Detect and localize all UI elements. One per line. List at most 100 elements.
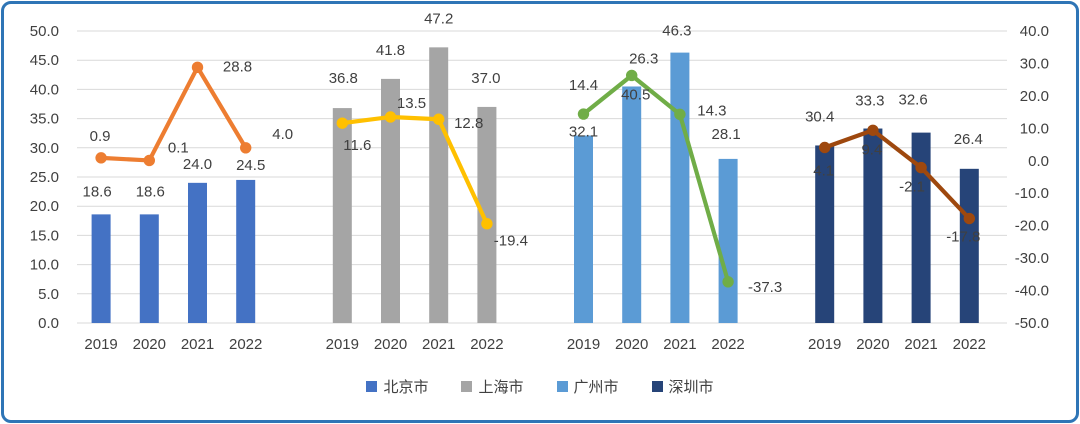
bar-广州市-2021 [670, 52, 690, 323]
legend-item-广州市: 广州市 [556, 376, 619, 397]
category-label: 2019 [567, 336, 600, 353]
left-axis-tick: 10.0 [30, 257, 59, 274]
line-series-广州市 [581, 73, 731, 284]
bar-广州市-2019 [574, 135, 593, 323]
bar-data-label: 33.3 [855, 93, 884, 110]
line-data-label: 14.4 [569, 77, 598, 94]
line-data-label: 11.6 [343, 137, 371, 154]
line-series-北京市 [98, 65, 248, 163]
left-axis-tick: 15.0 [30, 227, 59, 244]
bar-上海市-2019 [332, 108, 352, 323]
category-label: 2021 [422, 336, 455, 353]
category-label: 2022 [711, 336, 744, 353]
bar-深圳市-2019 [815, 145, 835, 323]
bar-北京市-2021 [188, 182, 207, 323]
legend-swatch-icon [461, 381, 473, 392]
category-label: 2019 [326, 336, 359, 353]
line-marker-广州市-2019 [577, 108, 590, 120]
category-label: 2020 [133, 336, 166, 353]
bar-data-label: 26.4 [954, 131, 983, 148]
line-data-label: 14.3 [697, 102, 726, 119]
right-axis-tick: -50.0 [1015, 315, 1049, 332]
left-axis-tick: 30.0 [30, 140, 59, 157]
right-axis-tick: -10.0 [1015, 185, 1049, 202]
legend-swatch-icon [556, 381, 568, 392]
line-marker-广州市-2020 [626, 69, 638, 82]
line-marker-深圳市-2021 [915, 161, 927, 174]
chart-legend: 北京市 上海市 广州市 深圳市 [0, 376, 1080, 397]
line-marker-上海市-2021 [433, 113, 445, 125]
line-marker-上海市-2020 [384, 111, 397, 123]
legend-label: 北京市 [383, 379, 429, 396]
line-data-label: 13.5 [397, 95, 426, 112]
line-data-label: 12.8 [454, 115, 483, 132]
left-axis-tick: 40.0 [30, 81, 59, 98]
line-data-label: -19.4 [494, 233, 528, 250]
left-axis-tick: 35.0 [30, 111, 59, 128]
line-marker-北京市-2019 [95, 152, 107, 164]
category-label: 2022 [953, 336, 986, 353]
line-marker-上海市-2022 [481, 218, 493, 230]
left-axis-tick: 0.0 [38, 315, 59, 332]
line-series-上海市 [340, 114, 489, 226]
line-data-label: 0.9 [90, 128, 111, 145]
line-marker-北京市-2021 [191, 61, 204, 74]
bar-深圳市-2020 [863, 128, 883, 323]
bar-data-label: 32.6 [898, 92, 927, 109]
legend-label: 广州市 [573, 379, 619, 396]
right-axis-tick: -40.0 [1015, 283, 1049, 300]
bar-广州市-2022 [718, 158, 738, 323]
category-label: 2021 [181, 336, 214, 353]
legend-item-北京市: 北京市 [366, 376, 428, 397]
legend-label: 深圳市 [668, 379, 714, 396]
legend-swatch-icon [366, 381, 378, 392]
category-label: 2019 [84, 336, 117, 353]
bar-data-label: 36.8 [329, 70, 358, 87]
category-label: 2021 [904, 336, 937, 353]
bar-data-label: 32.1 [569, 124, 598, 141]
category-label: 2019 [808, 336, 841, 353]
bar-data-label: 40.5 [621, 86, 650, 103]
bar-data-label: 37.0 [471, 70, 500, 87]
line-data-label: 0.1 [168, 139, 189, 156]
legend-swatch-icon [651, 381, 663, 392]
legend-item-深圳市: 深圳市 [651, 376, 714, 397]
line-marker-深圳市-2019 [819, 141, 831, 154]
category-label: 2021 [663, 336, 696, 353]
line-data-label: 26.3 [629, 50, 658, 67]
category-label: 2020 [856, 336, 889, 353]
right-axis-tick: -20.0 [1015, 218, 1049, 235]
right-axis-tick: -30.0 [1015, 250, 1049, 267]
bar-北京市-2019 [91, 214, 111, 323]
line-marker-广州市-2021 [674, 108, 686, 121]
legend-label: 上海市 [478, 379, 524, 396]
line-data-label: 4.0 [272, 126, 293, 143]
bar-data-label: 30.4 [805, 108, 834, 125]
line-data-label: 9.4 [861, 141, 882, 158]
category-label: 2022 [229, 336, 262, 353]
bar-深圳市-2021 [911, 132, 931, 323]
left-axis-tick: 5.0 [38, 286, 59, 303]
left-axis-tick: 20.0 [30, 198, 59, 215]
line-marker-广州市-2022 [722, 276, 734, 288]
bar-上海市-2020 [381, 78, 400, 323]
bar-北京市-2022 [236, 179, 256, 323]
line-data-label: 28.8 [223, 58, 252, 75]
bar-上海市-2022 [477, 106, 497, 323]
right-axis-tick: 10.0 [1020, 120, 1049, 137]
bar-data-label: 28.1 [711, 126, 740, 143]
legend-item-上海市: 上海市 [461, 376, 524, 397]
line-series-深圳市 [822, 128, 972, 221]
bar-data-label: 46.3 [662, 23, 691, 40]
left-axis-tick: 50.0 [30, 23, 59, 40]
right-axis-tick: 30.0 [1020, 55, 1049, 72]
bar-data-label: 47.2 [424, 10, 453, 27]
line-data-label: -37.3 [748, 279, 782, 296]
bar-广州市-2020 [622, 86, 642, 323]
category-label: 2020 [374, 336, 407, 353]
bar-深圳市-2022 [959, 168, 979, 323]
right-axis-tick: 20.0 [1020, 88, 1049, 105]
line-marker-深圳市-2020 [867, 124, 879, 136]
